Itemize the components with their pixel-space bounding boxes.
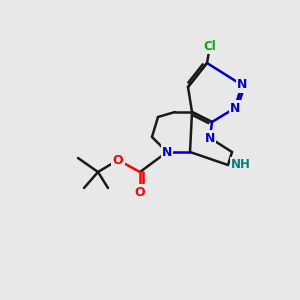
Text: N: N [162,146,172,158]
Text: N: N [230,101,240,115]
Text: N: N [205,131,215,145]
Text: O: O [135,185,145,199]
Text: N: N [237,79,247,92]
Text: Cl: Cl [204,40,216,52]
Text: O: O [113,154,123,166]
Text: NH: NH [231,158,251,172]
